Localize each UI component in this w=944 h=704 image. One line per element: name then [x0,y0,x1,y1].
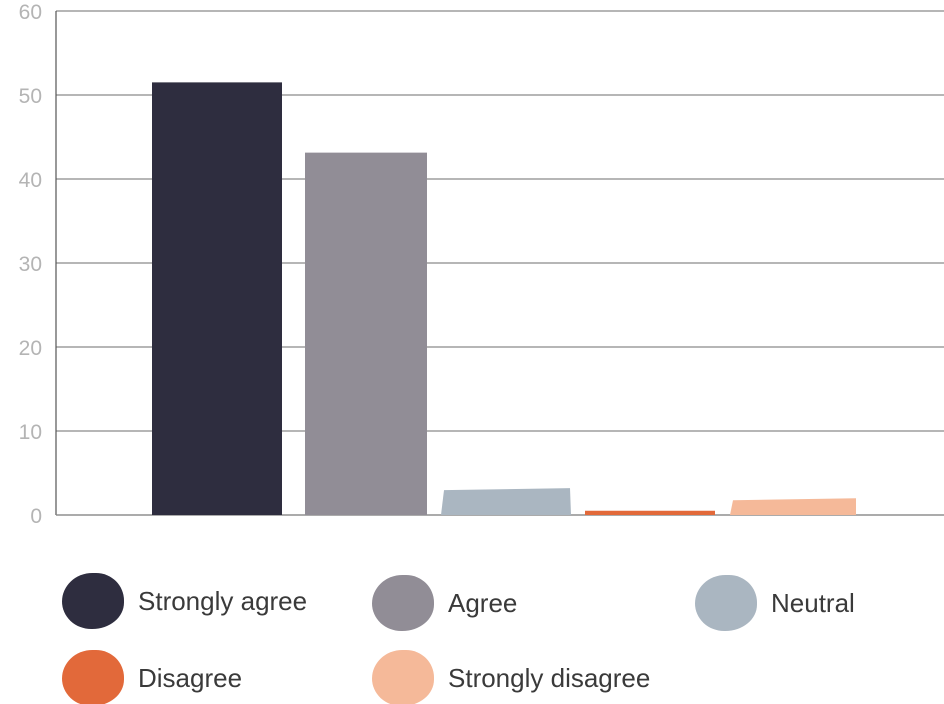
bar-disagree [585,510,715,515]
y-tick-label: 30 [19,253,42,276]
bar-strongly-disagree [730,498,856,515]
y-tick-label: 40 [19,169,42,192]
bar-strongly-agree [152,82,282,516]
y-tick-label: 10 [19,421,42,444]
bars [152,82,856,516]
y-tick-label: 60 [19,1,42,24]
y-tick-label: 0 [30,505,42,528]
bar-agree [305,152,427,515]
bar-neutral [441,488,571,515]
y-tick-label: 20 [19,337,42,360]
y-axis-ticks: 0 10 20 30 40 50 60 [19,1,42,528]
y-tick-label: 50 [19,85,42,108]
